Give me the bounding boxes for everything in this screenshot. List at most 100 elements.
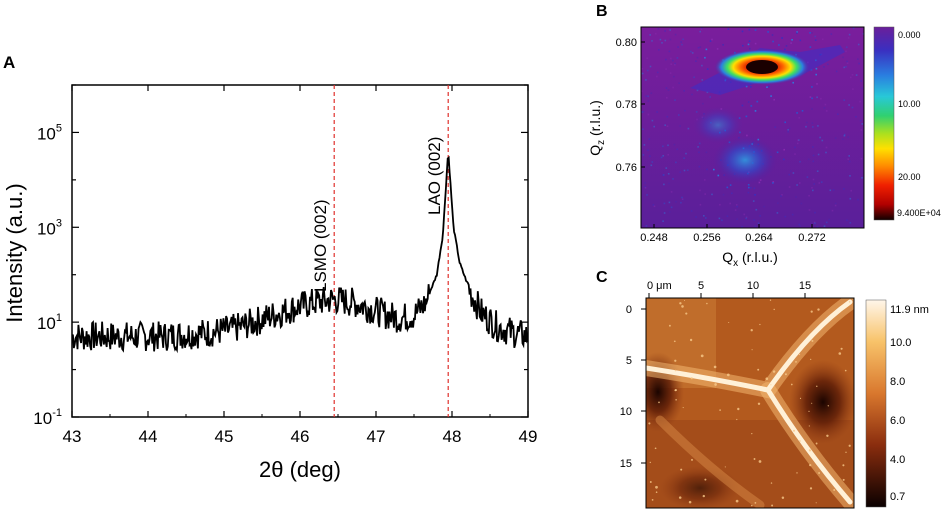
panel-b-x-label: Qx (r.l.u.) xyxy=(722,249,778,269)
panel-c-particle xyxy=(714,383,717,386)
panel-c-particle xyxy=(719,409,721,411)
panel-b-noise-pixel xyxy=(830,33,833,35)
panel-b-noise-pixel xyxy=(796,31,798,33)
panel-b-noise-pixel xyxy=(667,173,670,175)
panel-b-noise-pixel xyxy=(682,38,684,41)
panel-b-noise-pixel xyxy=(784,121,786,124)
panel-c-colorbar-label: 6.0 xyxy=(890,415,905,427)
panel-b-noise-pixel xyxy=(812,154,815,157)
panel-b-noise-pixel xyxy=(823,107,826,109)
panel-b-noise-pixel xyxy=(691,93,693,96)
panel-b-noise-pixel xyxy=(698,142,701,145)
panel-b-letter: B xyxy=(596,3,608,20)
panel-c-particle xyxy=(713,365,717,369)
panel-c-particle xyxy=(827,405,829,407)
panel-b-noise-pixel xyxy=(811,97,813,100)
panel-b-noise-pixel xyxy=(664,39,667,42)
panel-b-noise-pixel xyxy=(674,33,677,36)
panel-b-noise-pixel xyxy=(641,111,644,113)
panel-b-y-tick: 0.78 xyxy=(616,99,637,111)
panel-b-noise-pixel xyxy=(748,40,751,42)
panel-b-noise-pixel xyxy=(860,129,863,131)
panel-c-colorbar-label: 8.0 xyxy=(890,376,905,388)
panel-b-noise-pixel xyxy=(851,74,854,76)
panel-b-noise-pixel xyxy=(812,126,814,128)
panel-a-x-tick-label: 47 xyxy=(367,427,386,446)
panel-b-noise-pixel xyxy=(670,63,673,65)
panel-b-noise-pixel xyxy=(781,194,783,196)
panel-c-particle xyxy=(826,434,829,437)
panel-b-noise-pixel xyxy=(807,158,810,161)
panel-b-noise-pixel xyxy=(768,85,770,88)
panel-c-particle xyxy=(689,338,693,342)
panel-b-noise-pixel xyxy=(845,65,847,68)
panel-b-noise-pixel xyxy=(748,186,750,189)
panel-b-noise-pixel xyxy=(695,216,697,218)
panel-c-particle xyxy=(658,401,660,404)
panel-c-particle xyxy=(817,308,820,311)
panel-b-noise-pixel xyxy=(799,160,801,163)
panel-c-particle xyxy=(815,442,818,445)
panel-c-particle xyxy=(751,504,753,507)
panel-b-noise-pixel xyxy=(673,75,675,78)
panel-b-noise-pixel xyxy=(808,194,810,197)
panel-b-noise-pixel xyxy=(736,218,738,220)
panel-c-particle xyxy=(810,310,813,313)
panel-b-noise-pixel xyxy=(663,212,666,214)
panel-b-noise-pixel xyxy=(790,42,792,44)
panel-b-y-ticks: 0.80 0.78 0.76 xyxy=(616,37,645,174)
panel-b-noise-pixel xyxy=(702,102,704,105)
panel-b-noise-pixel xyxy=(672,59,674,62)
panel-c-particle xyxy=(679,302,682,305)
panel-b-noise-pixel xyxy=(726,186,729,189)
panel-b-noise-pixel xyxy=(787,131,789,133)
panel-b-noise-pixel xyxy=(651,161,654,163)
panel-a-reference-lines xyxy=(333,85,449,417)
panel-b-noise-pixel xyxy=(753,187,756,190)
panel-b-noise-pixel xyxy=(704,56,706,59)
panel-c-particle xyxy=(688,500,692,504)
panel-b-noise-pixel xyxy=(665,68,667,70)
panel-b-noise-pixel xyxy=(799,182,801,184)
panel-b-noise-pixel xyxy=(659,38,662,41)
panel-a-peak-label: LSMO (002) xyxy=(311,199,330,292)
panel-c-particle xyxy=(668,324,671,327)
panel-b-noise-pixel xyxy=(697,146,699,148)
panel-b-noise-pixel xyxy=(788,186,791,188)
panel-c-particle xyxy=(702,494,705,498)
panel-b-noise-pixel xyxy=(816,170,819,172)
panel-b-noise-pixel xyxy=(711,193,713,196)
panel-c-particle xyxy=(773,308,775,311)
panel-b-noise-pixel xyxy=(665,167,668,169)
panel-b-noise-pixel xyxy=(697,46,700,49)
panel-b-noise-pixel xyxy=(745,216,748,219)
panel-b-noise-pixel xyxy=(642,128,644,130)
panel-b-noise-pixel xyxy=(696,56,699,59)
panel-c-particle xyxy=(737,407,740,411)
panel-b-y-tick: 0.76 xyxy=(616,162,637,174)
panel-b-noise-pixel xyxy=(735,204,738,206)
panel-b-noise-pixel xyxy=(667,89,670,91)
panel-b-x-tick: 0.248 xyxy=(640,232,668,244)
panel-b-noise-pixel xyxy=(814,35,816,38)
panel-b-noise-pixel xyxy=(754,42,757,45)
panel-b-noise-pixel xyxy=(788,173,790,176)
panel-b-noise-pixel xyxy=(657,28,660,30)
panel-b-noise-pixel xyxy=(676,57,679,59)
panel-b-noise-pixel xyxy=(858,62,860,65)
panel-b-noise-pixel xyxy=(849,197,852,200)
panel-b-noise-pixel xyxy=(717,174,720,177)
panel-b-noise-pixel xyxy=(667,144,669,147)
panel-b-noise-pixel xyxy=(820,181,823,183)
panel-c-particle xyxy=(757,402,761,406)
panel-b-noise-pixel xyxy=(662,174,665,176)
panel-b-noise-pixel xyxy=(812,146,814,148)
panel-b-noise-pixel xyxy=(811,86,813,88)
panel-b-noise-pixel xyxy=(859,119,862,122)
panel-b-noise-pixel xyxy=(847,158,849,160)
panel-b-noise-pixel xyxy=(646,194,648,196)
panel-b-noise-pixel xyxy=(661,42,663,44)
panel-b-noise-pixel xyxy=(656,111,658,113)
panel-c-frame xyxy=(645,297,855,509)
panel-b-noise-pixel xyxy=(731,192,733,195)
